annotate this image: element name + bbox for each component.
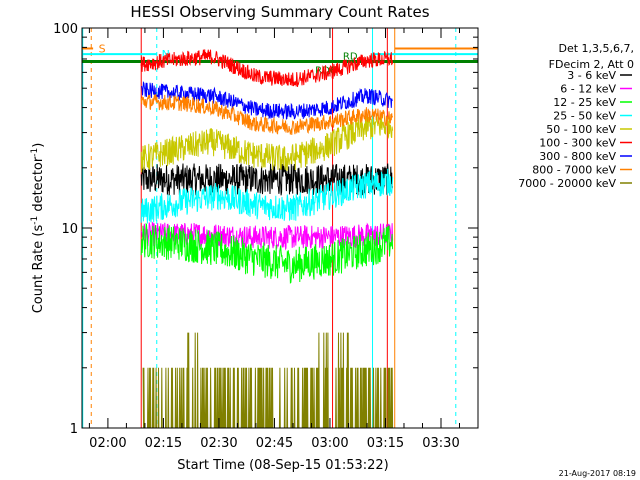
series-line <box>142 332 394 429</box>
legend-entry-label: 800 - 7000 keV <box>532 164 616 177</box>
axes-layer: 02:00 02:15 02:30 02:45 03:00 03:15 03:30 1 10 10… <box>53 22 479 451</box>
y-axis-label-main: Count Rate (s <box>31 225 46 314</box>
x-tick-label: 02:00 <box>89 436 126 451</box>
x-tick-label: 03:30 <box>422 436 459 451</box>
chart-title: HESSI Observing Summary Count Rates <box>130 3 429 21</box>
legend-entry-label: 12 - 25 keV <box>553 96 616 109</box>
y-tick-label: 10 <box>61 222 78 237</box>
n-flag-label: N <box>162 48 170 61</box>
legend-entry-label: 300 - 800 keV <box>539 150 616 163</box>
x-tick-label: 03:15 <box>367 436 404 451</box>
y-axis-label-close: ) <box>31 143 46 148</box>
legend-header: Det 1,3,5,6,7, <box>558 42 634 55</box>
legend-entry-label: 7000 - 20000 keV <box>518 177 616 190</box>
legend-entry-label: 25 - 50 keV <box>553 110 616 123</box>
x-tick-label: 02:15 <box>145 436 182 451</box>
y-axis-label-tail: detector <box>31 156 46 216</box>
series-line <box>140 93 394 135</box>
series-line <box>140 168 394 224</box>
x-tick-label: 03:00 <box>311 436 348 451</box>
legend-entry-label: 50 - 100 keV <box>546 123 616 136</box>
series-line <box>140 163 394 196</box>
s-flag-label: S <box>99 42 106 55</box>
series-line <box>140 49 394 87</box>
legend: Det 1,3,5,6,7, FDecim 2, Att 03 - 6 keV6 … <box>518 42 634 190</box>
x-axis-label: Start Time (08-Sep-15 01:53:22) <box>177 458 388 473</box>
rd-flag-label: RD <box>343 51 358 62</box>
y-axis-label: Count Rate (s-1 detector-1) <box>30 143 46 314</box>
x-tick-label: 02:30 <box>200 436 237 451</box>
y-tick-label: 1 <box>70 422 78 437</box>
timestamp: 21-Aug-2017 08:19 <box>559 469 636 478</box>
legend-header: FDecim 2, Att 0 <box>549 58 634 71</box>
y-axis-label-sup2: -1 <box>30 148 40 157</box>
legend-entry-label: 100 - 300 keV <box>539 137 616 150</box>
legend-entry-label: 3 - 6 keV <box>567 69 616 82</box>
series-line <box>140 222 394 284</box>
legend-entry-label: 6 - 12 keV <box>560 83 616 96</box>
y-axis-label-sup: -1 <box>30 216 40 225</box>
series-layer <box>140 49 394 429</box>
series-line <box>141 81 393 120</box>
x-tick-label: 02:45 <box>256 436 293 451</box>
y-tick-label: 100 <box>53 22 78 37</box>
